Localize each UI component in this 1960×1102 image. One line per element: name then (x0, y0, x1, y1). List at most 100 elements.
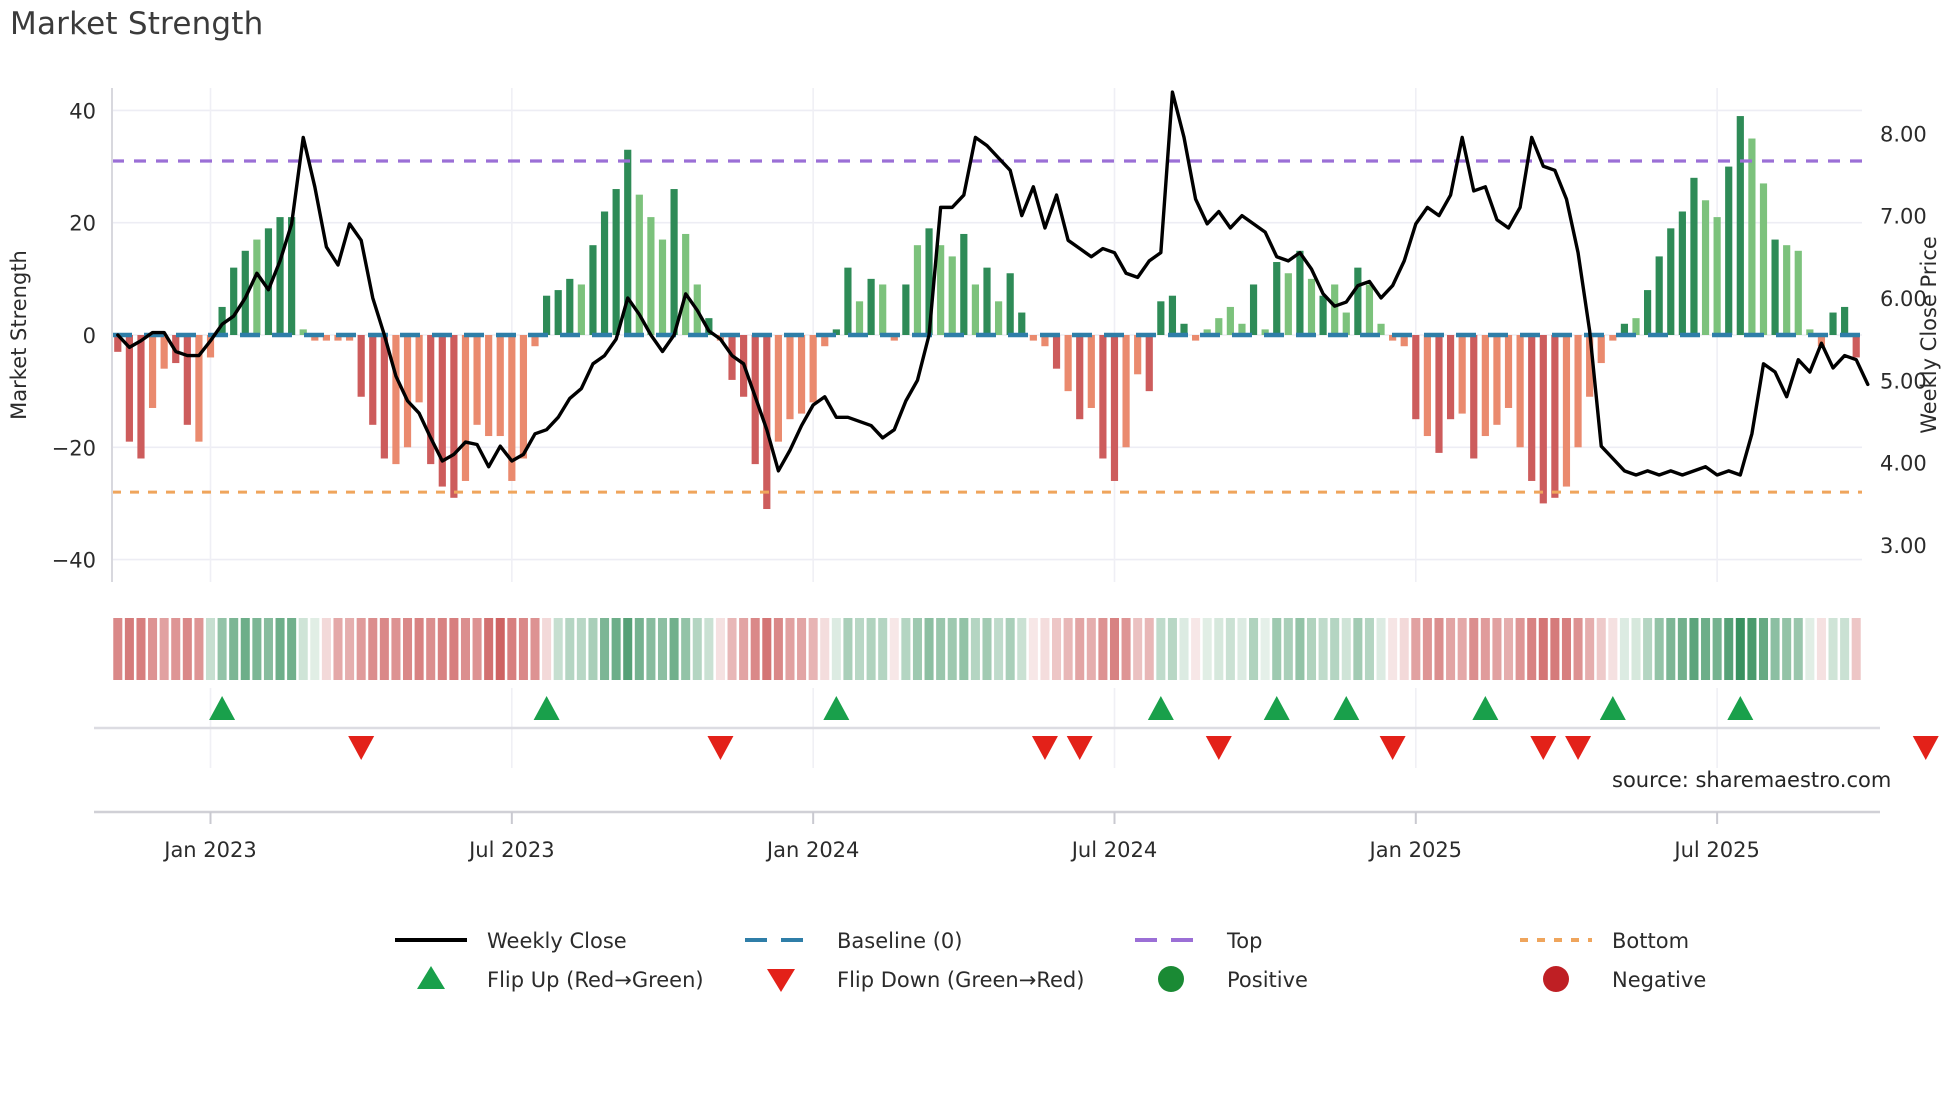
strength-bar (311, 335, 319, 341)
heatmap-cell (530, 618, 540, 680)
heatmap-cell (1724, 618, 1734, 680)
legend-item[interactable]: Flip Up (Red→Green) (417, 966, 704, 992)
heatmap-cell (565, 618, 575, 680)
strength-bar (867, 278, 875, 335)
heatmap-cell (1480, 618, 1490, 680)
strength-bar (288, 217, 296, 335)
heatmap-cell (1747, 618, 1757, 680)
legend-item[interactable]: Baseline (0) (745, 929, 962, 953)
heatmap-cell (924, 618, 934, 680)
strength-bar (1609, 335, 1617, 341)
heatmap-cell (681, 618, 691, 680)
strength-bar (1667, 228, 1675, 335)
heatmap-cell (449, 618, 459, 680)
legend-item[interactable]: Top (1135, 929, 1262, 953)
strength-bar (1551, 335, 1559, 498)
strength-bar (1192, 335, 1200, 341)
legend-item[interactable]: Bottom (1520, 929, 1689, 953)
legend-item[interactable]: Weekly Close (395, 929, 627, 953)
strength-bar (450, 335, 458, 498)
heatmap-cell (1063, 618, 1073, 680)
heatmap-cell (901, 618, 911, 680)
strength-bar (1423, 335, 1431, 437)
strength-bar (809, 335, 817, 403)
strength-bar (855, 301, 864, 335)
x-axis-tick: Jul 2025 (1672, 838, 1759, 862)
heatmap-cell (831, 618, 841, 680)
strength-bar (1701, 200, 1710, 335)
heatmap-cell (194, 618, 204, 680)
y-axis-tick-left: −20 (52, 436, 96, 460)
strength-bar (183, 335, 191, 425)
heatmap-cell (750, 618, 760, 680)
heatmap-cell (739, 618, 749, 680)
heatmap-cell (507, 618, 517, 680)
legend-item[interactable]: Flip Down (Green→Red) (767, 968, 1084, 992)
legend-triangle-up-swatch (417, 966, 445, 989)
heatmap-cell (1840, 618, 1850, 680)
strength-bar (1249, 284, 1258, 335)
heatmap-cell (1225, 618, 1235, 680)
heatmap-cell (333, 618, 343, 680)
heatmap-cell (1272, 618, 1282, 680)
heatmap-cell (1052, 618, 1062, 680)
legend-item[interactable]: Positive (1158, 966, 1308, 992)
heatmap-cell (553, 618, 563, 680)
heatmap-cell (1098, 618, 1108, 680)
heatmap-cell (1214, 618, 1224, 680)
strength-bar (1168, 295, 1177, 335)
flip-down-marker (1912, 736, 1939, 760)
strength-bar (763, 335, 771, 510)
heatmap-cell (542, 618, 552, 680)
strength-bar (357, 335, 365, 397)
heatmap-cell (588, 618, 598, 680)
heatmap-cell (959, 618, 969, 680)
strength-bar (1481, 335, 1489, 437)
heatmap-cell (321, 618, 331, 680)
strength-bar (635, 194, 643, 335)
strength-bar (1783, 245, 1791, 335)
strength-bar (438, 335, 446, 487)
legend-label: Flip Up (Red→Green) (487, 968, 704, 992)
strength-bar (1238, 323, 1246, 335)
heatmap-cell (159, 618, 169, 680)
heatmap-cell (600, 618, 610, 680)
heatmap-cell (1782, 618, 1792, 680)
heatmap-cell (657, 618, 668, 680)
heatmap-cell (634, 618, 644, 680)
heatmap-cell (229, 618, 239, 680)
heatmap-cell (1364, 618, 1374, 680)
strength-bar (844, 267, 852, 335)
strength-bar (1458, 335, 1466, 414)
heatmap-cell (1701, 618, 1711, 680)
strength-bar (1504, 335, 1513, 408)
strength-bar (1435, 335, 1443, 453)
flip-up-marker (1599, 696, 1626, 720)
heatmap-cell (1527, 618, 1537, 680)
legend-circle-swatch (1543, 966, 1569, 992)
strength-bar (554, 290, 562, 335)
flip-up-marker (209, 696, 236, 720)
y-axis-tick-left: 0 (83, 324, 96, 348)
y-axis-label-left: Market Strength (7, 250, 31, 420)
heatmap-cell (1538, 618, 1548, 680)
strength-bar (937, 245, 945, 335)
flip-up-marker (533, 696, 560, 720)
y-axis-tick-left: −40 (52, 549, 96, 573)
strength-bar (461, 335, 470, 481)
strength-bar (1794, 250, 1802, 335)
strength-bar (1412, 335, 1420, 420)
strength-bar (1620, 323, 1629, 335)
strength-bar (392, 335, 400, 465)
strength-bar (948, 256, 956, 335)
strength-bar (403, 335, 412, 448)
legend-label: Weekly Close (487, 929, 627, 953)
heatmap-cell (484, 618, 494, 680)
strength-bar (705, 318, 713, 335)
strength-bar (1145, 335, 1153, 392)
source-note: source: sharemaestro.com (1612, 768, 1892, 792)
strength-bar (1817, 335, 1826, 347)
legend-item[interactable]: Negative (1543, 966, 1706, 992)
heatmap-cell (797, 618, 807, 680)
